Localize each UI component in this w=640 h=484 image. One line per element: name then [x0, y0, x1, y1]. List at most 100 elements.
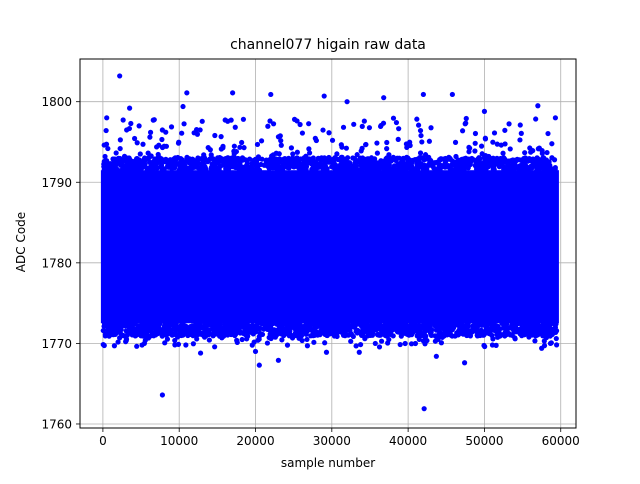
data-point [312, 320, 319, 327]
data-point [498, 142, 504, 148]
data-point [308, 333, 314, 339]
data-point [375, 331, 382, 338]
data-point [231, 329, 237, 335]
data-point [298, 323, 304, 329]
data-point [239, 336, 245, 343]
data-point [468, 158, 474, 164]
outlier-point [449, 91, 455, 98]
data-point [134, 140, 140, 146]
data-point [137, 151, 143, 157]
data-point [113, 165, 119, 171]
data-point [103, 141, 110, 147]
outlier-point [552, 115, 558, 121]
data-point [276, 151, 282, 157]
data-point [181, 121, 187, 127]
data-point [426, 320, 433, 327]
data-point [366, 328, 372, 334]
data-point [551, 157, 558, 163]
x-axis-label: sample number [281, 456, 375, 470]
data-point [159, 127, 165, 133]
data-point [327, 321, 333, 327]
data-point [422, 335, 428, 341]
y-tick-label: 1780 [41, 256, 72, 270]
data-point [134, 163, 140, 169]
data-point [541, 328, 547, 334]
data-point [554, 342, 560, 348]
data-point [228, 321, 234, 327]
data-point [472, 130, 479, 137]
data-point [545, 327, 551, 333]
data-point [136, 123, 142, 129]
chart-title: channel077 higain raw data [230, 37, 426, 53]
data-point [527, 145, 533, 151]
data-point [547, 321, 553, 327]
data-point [304, 343, 311, 349]
data-point [350, 333, 356, 340]
outlier-point [433, 353, 439, 359]
data-point [451, 322, 457, 328]
data-point [473, 320, 479, 326]
data-point [115, 328, 121, 335]
data-point [193, 127, 200, 133]
data-point [298, 329, 305, 335]
data-point [370, 320, 376, 326]
data-point [119, 167, 125, 173]
data-point [279, 321, 285, 327]
data-point [149, 159, 156, 166]
data-point [103, 127, 109, 134]
data-point [464, 162, 471, 169]
data-point [376, 344, 383, 350]
data-point [534, 167, 540, 173]
data-point [324, 328, 330, 334]
data-point [309, 327, 315, 333]
data-point [140, 141, 146, 147]
data-point [552, 166, 558, 172]
data-point [187, 325, 193, 331]
data-point [377, 123, 384, 129]
data-point [502, 127, 508, 133]
data-point [306, 146, 312, 152]
data-point [404, 327, 411, 333]
data-point [402, 340, 408, 347]
data-point [105, 145, 111, 152]
data-point [462, 158, 468, 164]
data-point [396, 155, 402, 161]
outlier-point [535, 103, 541, 109]
outlier-point [539, 345, 545, 351]
data-point [495, 334, 501, 340]
data-point [331, 320, 338, 326]
data-point [408, 341, 415, 347]
data-point [265, 326, 271, 332]
data-point [299, 130, 306, 136]
data-point [310, 159, 316, 165]
data-point [231, 143, 237, 149]
data-point [313, 331, 319, 337]
data-point [499, 320, 505, 326]
data-point [405, 155, 411, 161]
data-point [334, 151, 340, 157]
data-point [370, 326, 377, 332]
data-point [501, 166, 507, 172]
data-point [545, 167, 551, 173]
data-point [104, 327, 111, 333]
data-point [436, 332, 442, 338]
data-point [236, 327, 242, 333]
data-point [361, 118, 367, 124]
data-point [350, 322, 356, 328]
data-point [537, 323, 544, 330]
x-tick-label: 30000 [313, 434, 351, 448]
data-point [409, 166, 416, 173]
data-point [443, 158, 449, 164]
data-point [213, 330, 219, 336]
data-point [294, 149, 300, 155]
data-point [341, 166, 347, 172]
data-point [393, 119, 400, 126]
data-point [533, 116, 539, 122]
data-point [517, 162, 523, 169]
data-point [264, 163, 271, 169]
data-point [303, 153, 309, 159]
data-point [123, 336, 130, 342]
data-point [446, 327, 452, 334]
outlier-point [421, 406, 427, 412]
